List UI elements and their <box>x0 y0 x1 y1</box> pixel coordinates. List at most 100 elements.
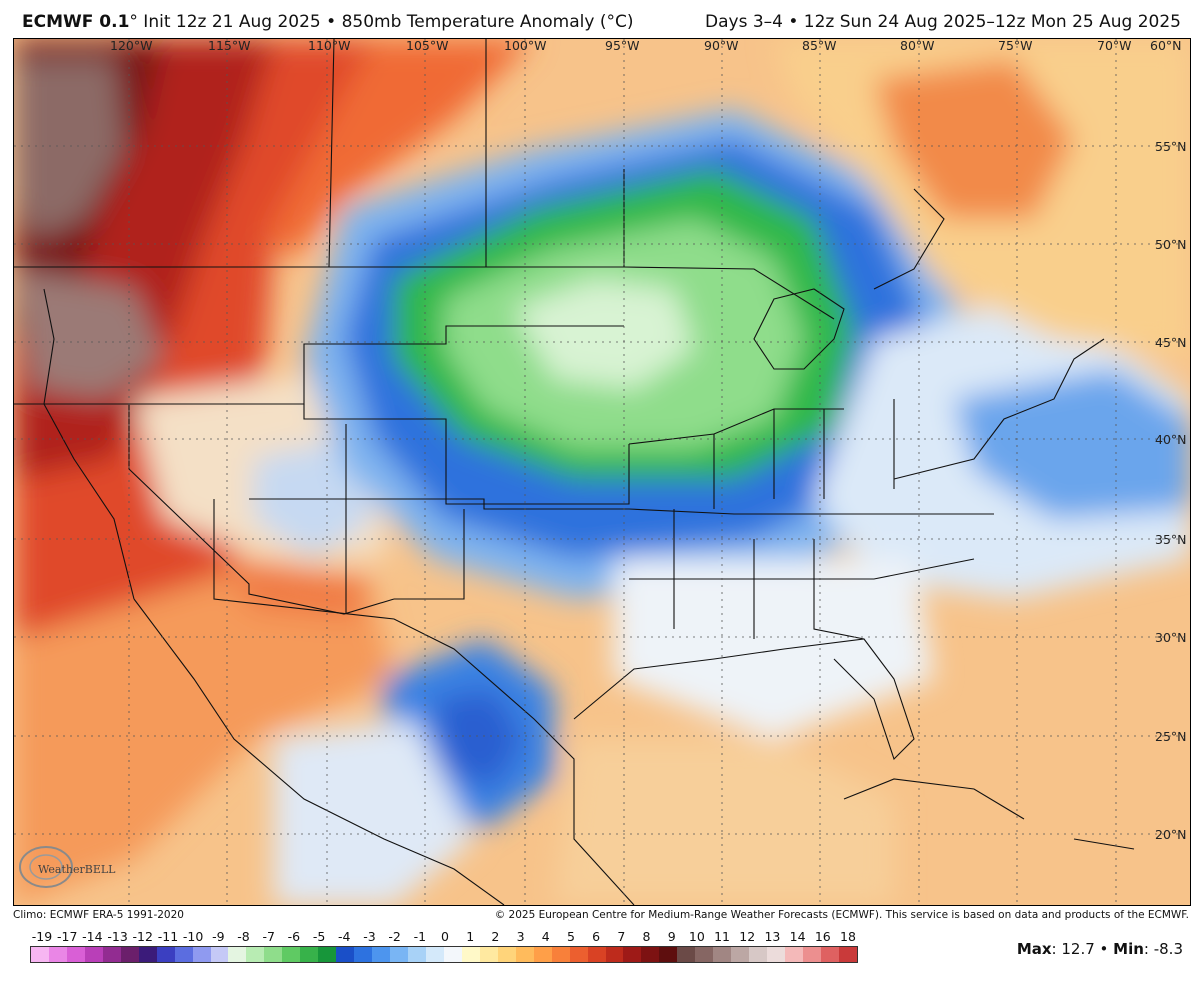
colorbar-tick-label: -11 <box>157 929 179 944</box>
model-name: ECMWF 0.1 <box>22 12 130 32</box>
colorbar-swatch <box>66 947 85 962</box>
max-label: Max <box>1016 940 1052 958</box>
colorbar-tick-label: -10 <box>182 929 204 944</box>
atlantic-coast <box>893 338 1105 480</box>
colorbar-tick-label: -9 <box>212 929 225 944</box>
lat-label-60n: 60°N <box>1150 39 1182 53</box>
colorbar-tick-label: 0 <box>441 929 449 944</box>
colorbar-tick-label: 6 <box>592 929 601 944</box>
colorbar-tick-label: 12 <box>739 929 756 944</box>
copyright-note: © 2025 European Centre for Medium-Range … <box>494 909 1189 921</box>
colorbar-tick-label: -17 <box>56 929 78 944</box>
colorbar-tick-label: -5 <box>312 929 326 944</box>
colorbar-swatch <box>48 947 67 962</box>
colorbar-tick-label: 1 <box>466 929 475 944</box>
init-info: Init 12z 21 Aug 2025 • 850mb Temperature… <box>137 12 634 32</box>
colorbar-tick-label: -12 <box>132 929 153 944</box>
colorbar-tick-label: 13 <box>764 929 781 944</box>
lon-label-95w: 95°W <box>605 39 640 53</box>
graticule <box>14 39 1190 905</box>
colorbar-swatch <box>300 947 319 962</box>
colorbar-tick-label: 4 <box>541 929 550 944</box>
colorbar-swatch <box>479 947 498 962</box>
colorbar-tick-label: 8 <box>642 929 651 944</box>
colorbar-swatch <box>443 947 462 962</box>
colorbar-swatch <box>838 947 857 962</box>
lat-label-20n: 20°N <box>1155 827 1187 842</box>
colorbar-swatch <box>551 947 570 962</box>
colorbar-swatch <box>749 947 768 962</box>
colorbar-swatch <box>174 947 193 962</box>
colorbar-swatch <box>102 947 121 962</box>
lon-label-120w: 120°W <box>110 39 152 53</box>
colorbar-tick-label: -4 <box>338 929 351 944</box>
colorbar-swatch <box>497 947 516 962</box>
colorbar-swatch <box>31 947 49 962</box>
central-state-lines <box>303 404 630 505</box>
colorbar-swatch <box>264 947 283 962</box>
lon-label-100w: 100°W <box>504 39 546 53</box>
colorbar-swatch <box>318 947 337 962</box>
great-lakes-outline <box>753 288 845 370</box>
lon-label-75w: 75°W <box>998 39 1033 53</box>
colorbar-tick-label: 14 <box>789 929 806 944</box>
colorbar-swatch <box>802 947 821 962</box>
colorbar-swatch <box>120 947 139 962</box>
credits-row: Climo: ECMWF ERA-5 1991-2020 © 2025 Euro… <box>13 907 1191 923</box>
colorbar-tick-label: -1 <box>413 929 427 944</box>
lon-label-90w: 90°W <box>704 39 739 53</box>
colorbar-tick-label: 7 <box>617 929 626 944</box>
lat-label-55n: 55°N <box>1155 139 1187 154</box>
mexico-pacific-coast <box>133 598 505 905</box>
gulf-state-line <box>629 558 975 580</box>
map-canvas: 120°W 115°W 110°W 105°W 100°W 95°W 90°W … <box>14 39 1190 905</box>
valid-period: Days 3–4 • 12z Sun 24 Aug 2025–12z Mon 2… <box>705 12 1181 32</box>
min-label: Min <box>1113 940 1144 958</box>
colorbar-tick-label: -6 <box>287 929 301 944</box>
min-value: : -8.3 <box>1143 940 1183 958</box>
pacific-coast <box>43 288 135 600</box>
colorbar-swatch <box>192 947 211 962</box>
lat-label-45n: 45°N <box>1155 335 1187 350</box>
gulf-coast <box>573 638 915 761</box>
lat-label-35n: 35°N <box>1155 532 1187 547</box>
colorbar-tick-label: 18 <box>840 929 856 944</box>
colorbar-tick-label: 16 <box>814 929 831 944</box>
hudson-bay-coast <box>873 188 945 290</box>
colorbar-swatch <box>677 947 696 962</box>
colorbar-swatch <box>372 947 391 962</box>
colorbar-swatch <box>659 947 678 962</box>
boundary-lines <box>14 39 1135 905</box>
colorbar-tick-label: 10 <box>688 929 705 944</box>
colorbar-swatch <box>713 947 732 962</box>
weatherbell-logo: WeatherBELL <box>19 846 116 888</box>
lat-label-40n: 40°N <box>1155 432 1187 447</box>
colorbar-swatch <box>767 947 786 962</box>
colorbar-swatch <box>390 947 409 962</box>
colorbar-tick-label: -8 <box>237 929 250 944</box>
colorbar-tick-label: 11 <box>714 929 731 944</box>
colorbar-swatch <box>587 947 606 962</box>
colorbar-swatch <box>820 947 839 962</box>
lon-label-110w: 110°W <box>308 39 350 53</box>
colorbar-swatch <box>695 947 714 962</box>
colorbar-swatch <box>246 947 265 962</box>
header: ECMWF 0.1° Init 12z 21 Aug 2025 • 850mb … <box>0 0 1203 38</box>
anomaly-map[interactable]: 120°W 115°W 110°W 105°W 100°W 95°W 90°W … <box>13 38 1191 906</box>
colorbar-tick-label: -3 <box>363 929 376 944</box>
colorbar-swatch <box>282 947 301 962</box>
colorbar-swatch <box>731 947 750 962</box>
lon-label-115w: 115°W <box>208 39 250 53</box>
colorbar-swatch <box>336 947 355 962</box>
colorbar <box>30 946 858 963</box>
nevada-arizona-border <box>128 404 395 615</box>
southeast-state-lines <box>673 509 865 640</box>
lon-label-70w: 70°W <box>1097 39 1132 53</box>
colorbar-swatch <box>354 947 373 962</box>
colorbar-swatch <box>641 947 660 962</box>
max-value: : 12.7 • <box>1051 940 1114 958</box>
colorbar-swatch <box>569 947 588 962</box>
colorbar-swatch <box>84 947 103 962</box>
us-mexico-coast <box>213 499 635 905</box>
degree-mark: ° <box>129 12 138 32</box>
